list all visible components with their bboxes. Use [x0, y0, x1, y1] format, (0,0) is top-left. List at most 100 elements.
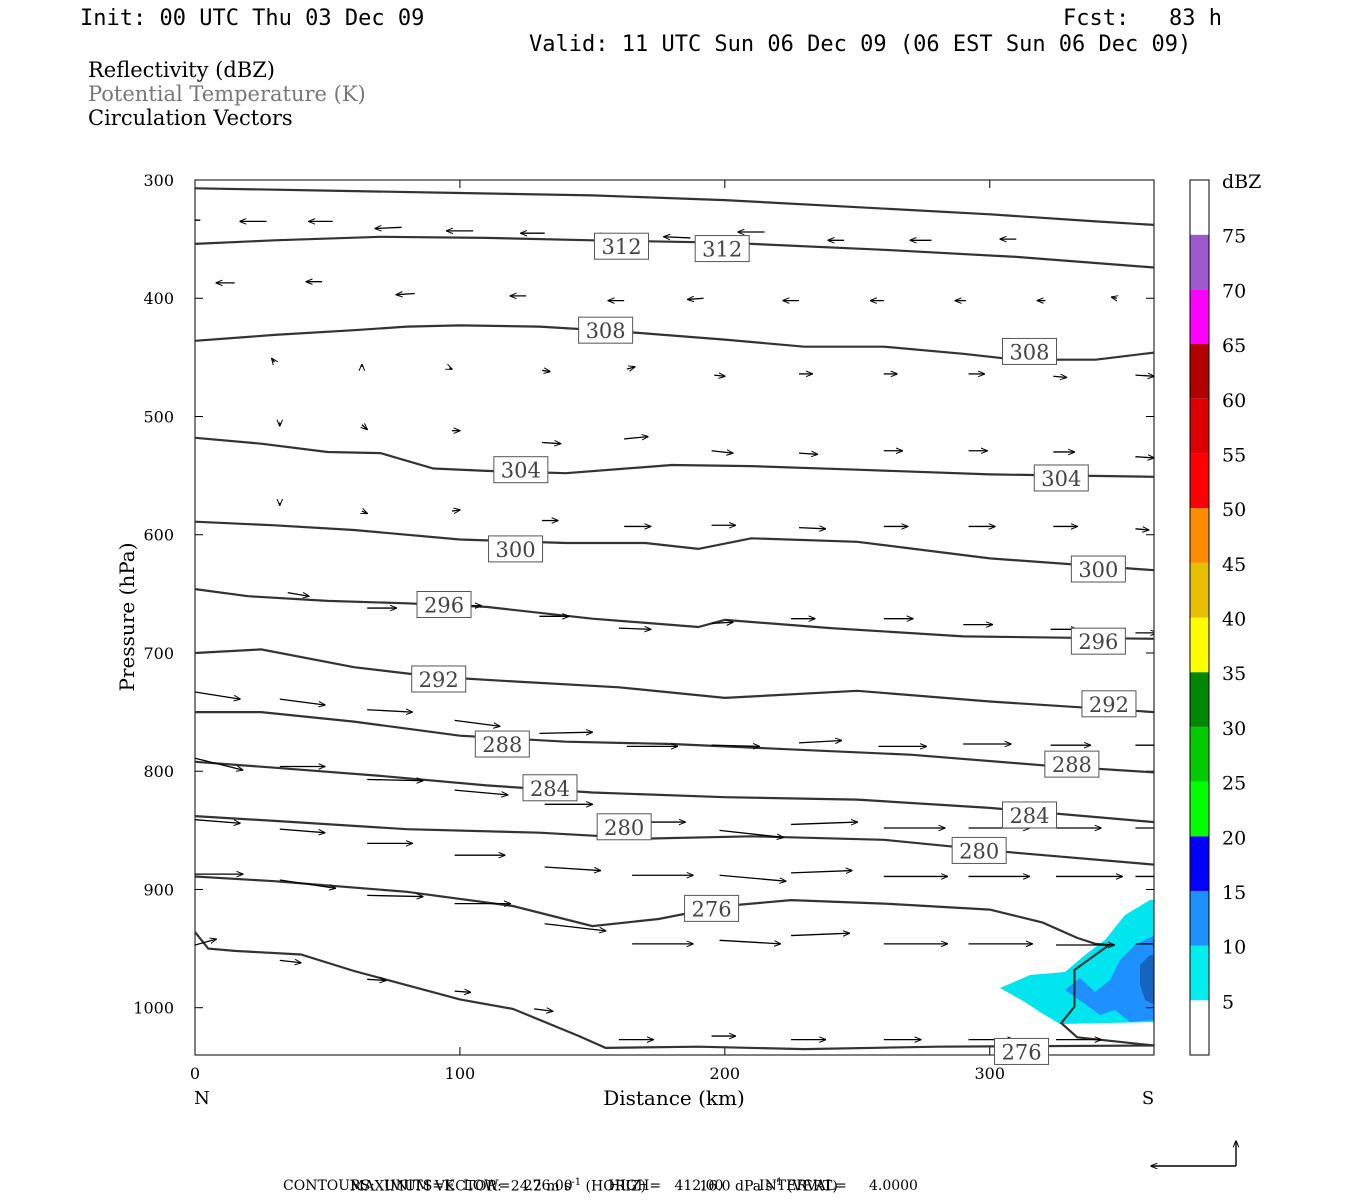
circulation-vector	[454, 789, 508, 795]
isentrope-label: 304	[501, 459, 541, 483]
max-vector-vert: 16.0 dPa s	[699, 1178, 773, 1195]
colorbar-title: dBZ	[1222, 171, 1261, 193]
colorbar-tick-label: 70	[1222, 280, 1246, 302]
isentropes	[195, 187, 1154, 1051]
circulation-vector	[279, 698, 325, 705]
field-theta: Potential Temperature (K)	[88, 82, 366, 106]
colorbar-tick-label: 75	[1222, 226, 1246, 248]
colorbar-segment	[1190, 672, 1209, 727]
colorbar: 5 10 15 20 25 30 35 40 45 50 55 60 65 70 75 dBZ	[1189, 171, 1261, 1056]
reflectivity-10-15-area	[1065, 935, 1154, 1022]
colorbar-tick-label: 35	[1222, 663, 1246, 685]
circulation-vector	[541, 370, 550, 371]
colorbar-tick-label: 65	[1222, 335, 1246, 357]
circulation-vector	[719, 874, 786, 881]
colorbar-segment	[1190, 945, 1209, 1001]
colorbar-segment	[1190, 617, 1209, 673]
isentrope-304	[195, 436, 1154, 478]
isentrope-label-box	[474, 730, 530, 758]
circulation-vector	[287, 593, 309, 597]
circulation-vector	[542, 443, 561, 444]
circulation-vector	[1053, 376, 1066, 377]
isentrope-label-box	[1070, 555, 1126, 583]
isentrope-label: 288	[482, 733, 522, 757]
circulation-vector	[195, 691, 240, 699]
circulation-vector	[711, 451, 733, 453]
y-tick-label: 500	[143, 407, 174, 426]
x-right-end-label: S	[1142, 1088, 1154, 1109]
x-tick-label: 300	[974, 1064, 1005, 1083]
isentrope-label: 284	[1009, 804, 1049, 828]
isentrope-label: 276	[692, 897, 732, 921]
circulation-vector	[367, 710, 412, 712]
init-time: Init: 00 UTC Thu 03 Dec 09	[80, 6, 425, 31]
isentrope-label: 312	[702, 238, 742, 262]
isentrope-312	[195, 235, 1154, 269]
isentrope-label-box	[1081, 690, 1137, 718]
isentrope-label-box	[1001, 337, 1057, 365]
y-tick-label: 400	[143, 289, 174, 308]
isentrope-292	[195, 648, 1154, 714]
circulation-vector	[279, 828, 325, 833]
colorbar-segment	[1190, 726, 1209, 782]
isentrope-label: 296	[424, 593, 464, 617]
colorbar-segment	[1190, 1000, 1209, 1055]
isentrope-label-box	[578, 316, 634, 344]
circulation-vector	[719, 939, 781, 944]
valid-time: Valid: 11 UTC Sun 06 Dec 09 (06 EST Sun …	[529, 32, 1192, 57]
circulation-vector	[791, 822, 857, 824]
circulation-vector	[195, 819, 240, 824]
x-tick-label: 200	[710, 1064, 741, 1083]
circulation-vector	[449, 368, 452, 369]
isentrope-label-box	[1070, 627, 1126, 655]
isentrope-label: 284	[530, 777, 570, 801]
colorbar-segment	[1190, 180, 1209, 235]
circulation-vector	[279, 879, 336, 888]
colorbar-tick-label: 30	[1222, 718, 1246, 740]
circulation-vector	[375, 227, 402, 228]
isentrope-label: 296	[1078, 630, 1118, 654]
reflectivity-shading	[1000, 900, 1154, 1024]
isentrope-label-box	[416, 590, 472, 618]
isentrope-284	[195, 760, 1154, 824]
circulation-vector	[367, 895, 423, 896]
isentrope-labels: 312 312 308 308 304 304 300 300 296 296 292 292 288 2…	[411, 232, 1137, 1065]
reflectivity-15-20-area	[1140, 955, 1154, 1005]
circulation-vector	[1135, 529, 1148, 530]
circulation-vector	[195, 757, 243, 770]
x-tick-label: 100	[445, 1064, 476, 1083]
circulation-vector	[791, 871, 852, 873]
isentrope-label-box	[594, 232, 650, 260]
axis-ticks: 300 400 500 600 700 800 900 1000 0 100 200 300	[133, 171, 1154, 1083]
isentrope-label: 300	[1078, 558, 1118, 582]
colorbar-tick-label: 25	[1222, 773, 1246, 795]
horiz-tag: (HORIZ)	[585, 1178, 646, 1195]
x-axis-label: Distance (km)	[603, 1086, 745, 1110]
circulation-vector	[362, 511, 367, 513]
colorbar-tick-label: 15	[1222, 882, 1246, 904]
colorbar-segment	[1190, 562, 1209, 618]
circulation-vector	[624, 437, 648, 439]
colorbar-tick-label: 55	[1222, 444, 1246, 466]
colorbar-tick-label: 45	[1222, 554, 1246, 576]
isentrope-label-box	[1001, 801, 1057, 829]
y-tick-label: 600	[143, 526, 174, 545]
forecast-hour: Fcst: 83 h	[1063, 6, 1222, 31]
colorbar-tick-label: 50	[1222, 499, 1246, 521]
circulation-vector	[798, 453, 818, 454]
circulation-vector	[454, 719, 500, 726]
circulation-vector	[1135, 457, 1154, 458]
isentrope-label: 280	[604, 816, 644, 840]
isentrope-296	[195, 588, 1154, 640]
circulation-vector	[711, 745, 760, 746]
isentrope-272	[195, 931, 1154, 1051]
horiz-exponent: -1	[571, 1177, 582, 1188]
contours-line: CONTOURS: UNITS=K LOW= 276.00 HIGH= 412.…	[283, 1178, 918, 1194]
isentrope-label-box	[684, 894, 740, 922]
circulation-vector	[396, 294, 415, 295]
y-tick-label: 900	[143, 880, 174, 899]
isentrope-300	[195, 520, 1154, 572]
circulation-vector	[714, 375, 725, 376]
circulation-vector	[454, 991, 471, 992]
